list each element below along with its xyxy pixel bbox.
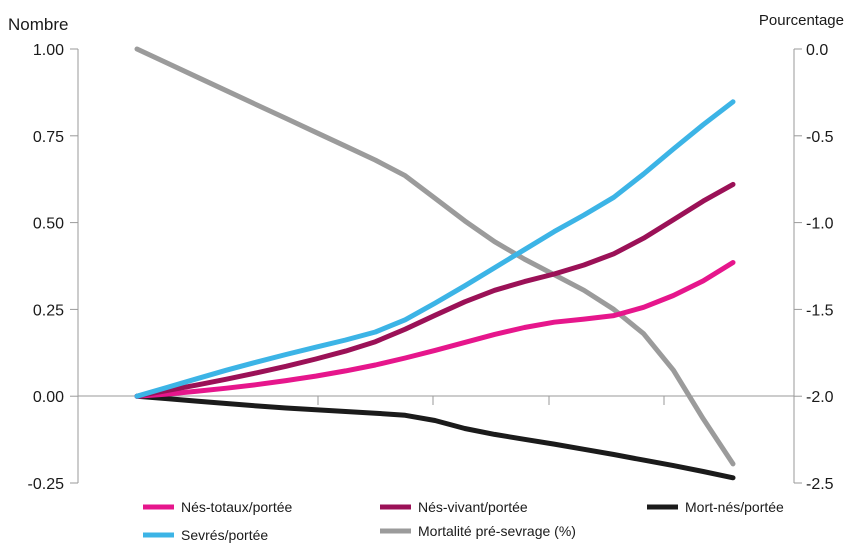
y-left-axis-label: Nombre [8, 15, 68, 34]
y-left-tick-label: 0.50 [33, 216, 64, 233]
series-line-3 [134, 393, 736, 481]
y-right-tick-label: -2.5 [806, 476, 834, 493]
legend-label-2: Nés-vivant/portée [418, 499, 528, 515]
y-left-tick-label: -0.25 [28, 476, 65, 493]
y-right-axis-label: Pourcentage [759, 12, 844, 29]
y-right-tick-label: -2.0 [806, 389, 834, 406]
y-left-tick-label: 0.75 [33, 129, 64, 146]
y-left-tick-label: 1.00 [33, 42, 64, 59]
series-line-5 [134, 46, 736, 467]
legend: Nés-totaux/portée Nés-vivant/portée Mort-n… [143, 499, 784, 543]
y-right-tick-label: -1.0 [806, 216, 834, 233]
legend-label-5: Mortalité pré-sevrage (%) [418, 523, 576, 539]
legend-label-1: Nés-totaux/portée [181, 499, 292, 515]
series-lines [134, 46, 736, 481]
axes: 1.00 0.75 0.50 0.25 0.00 -0.25 0.0 -0.5 -1.0 -1.5… [28, 42, 834, 493]
y-left-tick-label: 0.25 [33, 302, 64, 319]
y-right-tick-label: -1.5 [806, 302, 834, 319]
y-right-tick-label: -0.5 [806, 129, 834, 146]
series-line-4 [134, 99, 736, 399]
legend-label-4: Sevrés/portée [181, 527, 268, 543]
legend-label-3: Mort-nés/portée [685, 499, 784, 515]
y-right-tick-label: 0.0 [806, 42, 828, 59]
y-left-tick-label: 0.00 [33, 389, 64, 406]
series-line-1 [134, 260, 736, 399]
series-line-2 [134, 181, 736, 399]
